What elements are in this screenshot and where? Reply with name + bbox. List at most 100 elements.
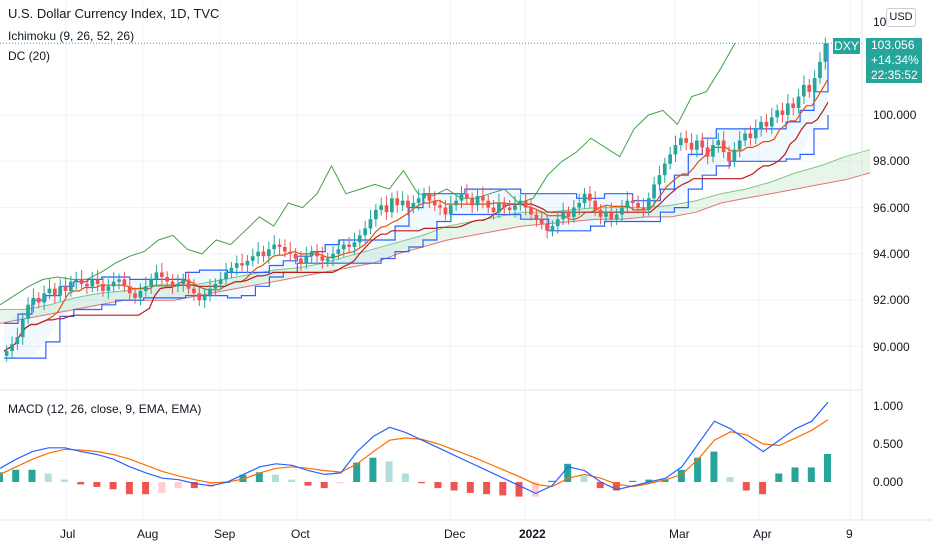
last-price-box: 103.056 +14.34% 22:35:52 bbox=[866, 38, 922, 83]
conversion-line bbox=[3, 78, 829, 352]
chart-title[interactable]: U.S. Dollar Currency Index, 1D, TVC bbox=[8, 6, 220, 21]
macd-histogram-bar bbox=[759, 482, 767, 495]
candle-body bbox=[727, 152, 731, 162]
macd-histogram-bar bbox=[466, 482, 474, 493]
candle-body bbox=[240, 263, 244, 266]
macd-histogram-bar bbox=[645, 479, 653, 482]
candle-body bbox=[154, 272, 159, 280]
currency-button[interactable]: USD bbox=[886, 8, 916, 27]
time-label: Oct bbox=[291, 527, 310, 541]
candle-body bbox=[684, 138, 688, 143]
macd-histogram-bar bbox=[564, 463, 572, 482]
macd-histogram-bar bbox=[548, 480, 555, 482]
candle-body bbox=[106, 286, 111, 291]
macd-histogram-bar bbox=[174, 482, 182, 489]
macd-histogram-bar bbox=[255, 472, 263, 482]
candle-body bbox=[502, 203, 507, 208]
candle-body bbox=[277, 244, 282, 247]
macd-histogram-bar bbox=[596, 482, 604, 489]
candle-body bbox=[74, 279, 79, 282]
time-label: Dec bbox=[444, 527, 466, 541]
candle-body bbox=[582, 193, 587, 203]
candle-body bbox=[138, 290, 143, 298]
candle-body bbox=[331, 253, 335, 259]
candle-body bbox=[427, 193, 432, 201]
candle-body bbox=[630, 200, 635, 203]
macd-histogram-bar bbox=[12, 469, 20, 482]
macd-histogram-bar bbox=[499, 482, 507, 496]
macd-signal-line bbox=[0, 419, 829, 488]
price-tick: 94.000 bbox=[873, 247, 910, 261]
candle-body bbox=[101, 284, 105, 291]
time-label: Sep bbox=[214, 527, 236, 541]
candle-body bbox=[657, 175, 662, 185]
candle-body bbox=[641, 207, 646, 210]
candle-body bbox=[802, 84, 806, 97]
macd-histogram-bar bbox=[661, 479, 669, 482]
candle-body bbox=[283, 247, 287, 252]
macd-histogram-bar bbox=[677, 469, 685, 482]
lagging-span bbox=[0, 42, 736, 306]
macd-histogram-bar bbox=[775, 473, 783, 482]
candle-body bbox=[256, 251, 260, 257]
macd-histogram-bar bbox=[418, 482, 426, 484]
candle-body bbox=[304, 256, 309, 264]
candles bbox=[4, 37, 828, 362]
candle-body bbox=[245, 260, 250, 266]
macd-histogram-bar bbox=[369, 457, 377, 482]
candle-body bbox=[208, 288, 212, 296]
macd-histogram-bar bbox=[450, 482, 458, 491]
time-label: Aug bbox=[137, 527, 159, 541]
ma-lines bbox=[3, 78, 829, 352]
candle-body bbox=[748, 133, 753, 139]
candle-body bbox=[448, 205, 453, 215]
candle-body bbox=[186, 279, 191, 289]
candle-body bbox=[197, 293, 202, 301]
macd-histogram-bar bbox=[515, 482, 523, 497]
candle-body bbox=[357, 235, 362, 243]
candle-body bbox=[791, 103, 795, 108]
donchian-upper bbox=[4, 43, 829, 324]
candle-body bbox=[572, 207, 576, 217]
candle-body bbox=[170, 281, 175, 287]
macd-histogram-bar bbox=[336, 482, 344, 484]
candle-body bbox=[352, 242, 357, 247]
candle-body bbox=[26, 304, 30, 319]
macd-histogram-bar bbox=[710, 451, 718, 482]
candle-body bbox=[202, 295, 207, 301]
candle-body bbox=[812, 78, 817, 92]
macd-histogram-bar bbox=[401, 473, 409, 482]
candle-body bbox=[486, 200, 491, 208]
candle-body bbox=[176, 284, 180, 287]
candle-body bbox=[673, 145, 678, 155]
candle-body bbox=[716, 140, 721, 146]
cloud-fill bbox=[0, 149, 870, 324]
macd-histogram-bar bbox=[288, 479, 296, 482]
candle-body bbox=[47, 288, 52, 294]
macd-histogram-bar bbox=[60, 479, 68, 482]
macd-histogram-bar bbox=[28, 469, 36, 482]
candle-body bbox=[593, 200, 598, 210]
candle-body bbox=[143, 286, 148, 291]
dc-legend[interactable]: DC (20) bbox=[8, 49, 51, 63]
candle-body bbox=[497, 203, 501, 213]
macd-legend[interactable]: MACD (12, 26, close, 9, EMA, EMA) bbox=[8, 402, 202, 416]
ichimoku-legend[interactable]: Ichimoku (9, 26, 52, 26) bbox=[8, 29, 135, 43]
candle-body bbox=[192, 288, 196, 294]
candle-body bbox=[764, 121, 769, 127]
candle-body bbox=[775, 110, 779, 118]
candle-body bbox=[58, 286, 62, 296]
candle-body bbox=[743, 133, 747, 141]
candle-body bbox=[588, 193, 592, 201]
candle-body bbox=[807, 84, 812, 92]
candle-body bbox=[695, 140, 699, 150]
macd-histogram-bar bbox=[353, 462, 361, 482]
candle-body bbox=[529, 207, 533, 215]
candle-body bbox=[374, 209, 378, 220]
candle-body bbox=[539, 219, 544, 224]
candle-body bbox=[545, 223, 549, 231]
candle-body bbox=[224, 272, 228, 280]
symbol-badge: DXY bbox=[833, 38, 860, 54]
candle-body bbox=[555, 219, 560, 227]
